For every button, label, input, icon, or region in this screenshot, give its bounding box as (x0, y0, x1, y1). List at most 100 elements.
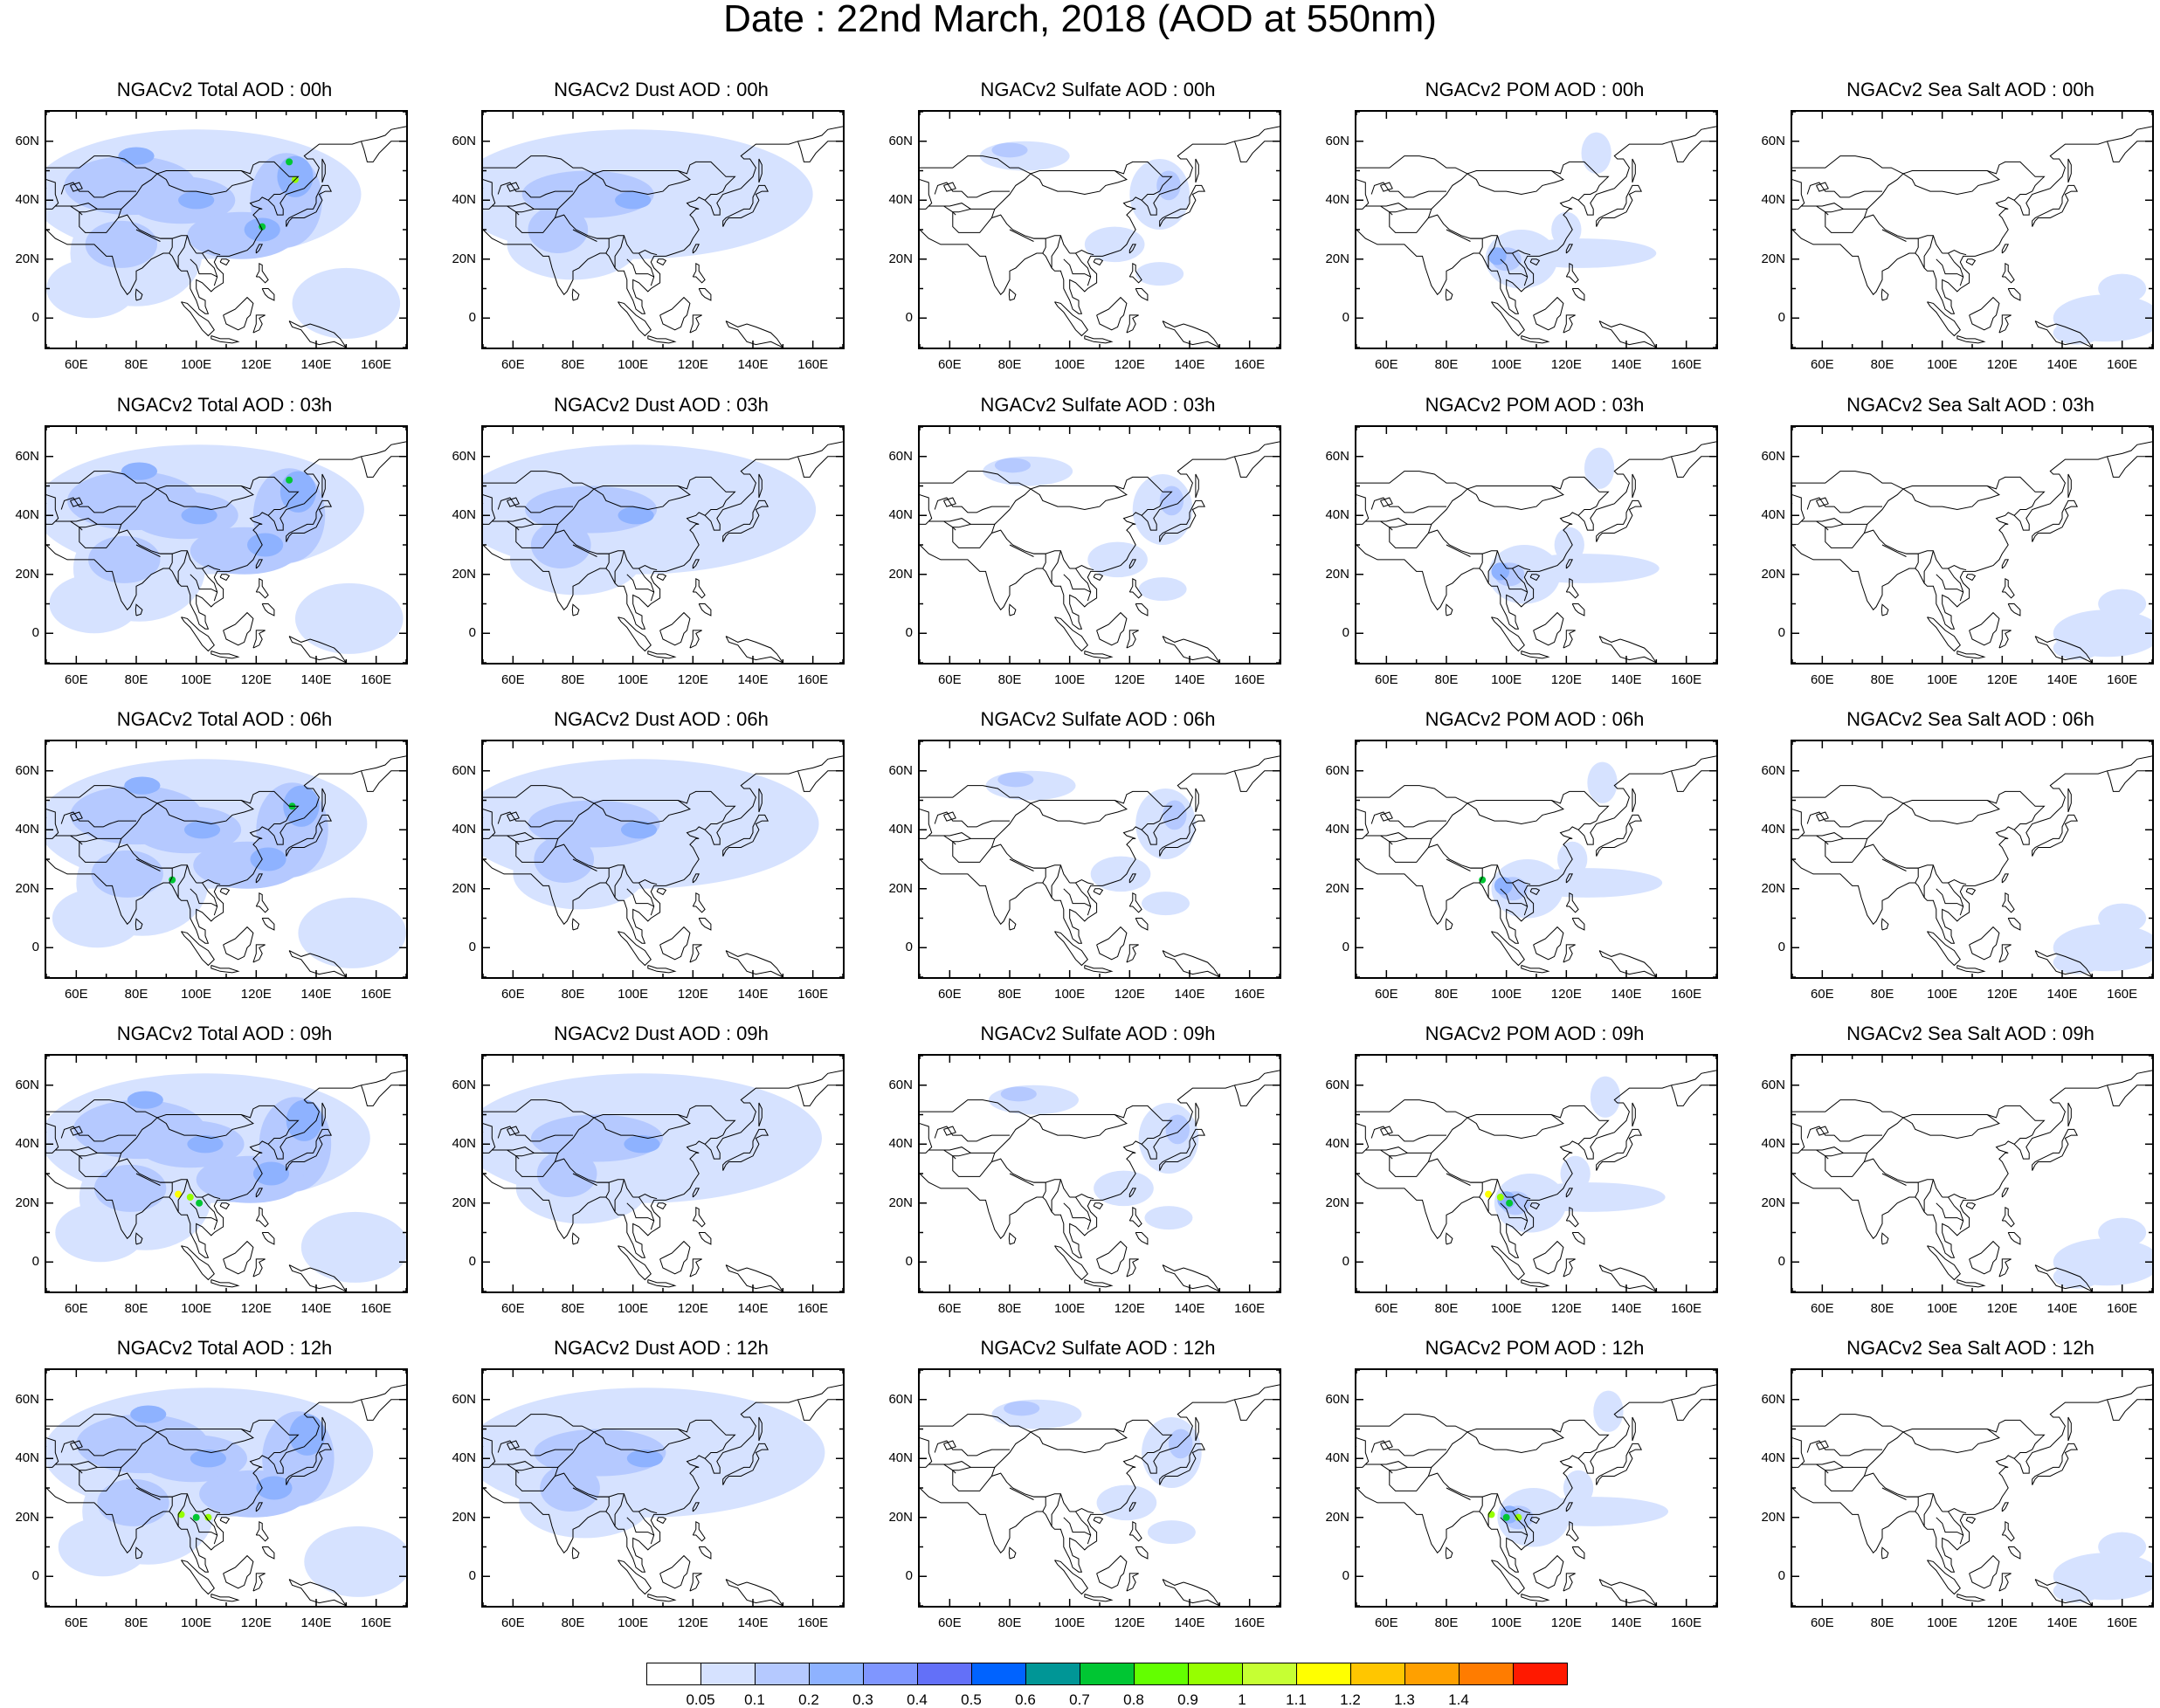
lat-label: 20N (888, 880, 913, 896)
coastline (597, 1181, 610, 1198)
coastline (61, 832, 98, 839)
lat-label: 40N (1325, 1450, 1349, 1466)
lat-label: 20N (1325, 1509, 1349, 1525)
map-svg (46, 441, 406, 663)
lat-label: 20N (1761, 880, 1785, 896)
coastline (1356, 471, 1468, 490)
map-plot-area (918, 740, 1281, 979)
lat-label: 60N (888, 762, 913, 778)
coastline (557, 790, 736, 839)
lon-label: 80E (997, 987, 1022, 1002)
colorbar-label: 0.1 (744, 1691, 765, 1708)
lon-label: 80E (1870, 357, 1894, 372)
lat-label: 0 (1777, 625, 1785, 641)
lon-label: 140E (1174, 672, 1205, 687)
coastline (121, 476, 300, 525)
coastline (572, 229, 597, 242)
coastline (1965, 1517, 1977, 1525)
lat-label: 20N (1325, 880, 1349, 896)
map-svg (1792, 126, 2152, 348)
coastline (692, 559, 700, 569)
coastline (692, 244, 700, 254)
coastline (1075, 1511, 1092, 1536)
coastline (60, 811, 136, 828)
panel-title: NGACv2 Dust AOD : 12h (554, 1337, 769, 1359)
coastline (1571, 918, 1585, 931)
coastline (177, 864, 188, 898)
lon-label: 80E (997, 357, 1022, 372)
aod-plume (1593, 1390, 1624, 1432)
coastline (507, 497, 520, 507)
lon-label: 100E (1491, 987, 1522, 1002)
coastline (1596, 1128, 1643, 1171)
map-panel: NGACv2 Sulfate AOD : 03h 60N 40N 20N 0 60E 80E… (888, 396, 1281, 696)
coastline (1431, 790, 1610, 839)
colorbar-swatch (971, 1663, 1026, 1685)
lon-label: 160E (361, 1301, 392, 1316)
coastline (618, 1245, 652, 1281)
coastline (1563, 944, 1576, 963)
coastline (2067, 788, 2072, 813)
coastline (1030, 486, 1128, 511)
coastline (1942, 1508, 1967, 1514)
map-panel: NGACv2 POM AOD : 00h 60N 40N 20N 0 60E 80E 100E… (1325, 79, 1718, 381)
panel-title: NGACv2 Sea Salt AOD : 12h (1846, 1337, 2094, 1359)
axis-ticks (1356, 740, 1717, 978)
axis-ticks (482, 740, 844, 978)
lat-label: 0 (1342, 625, 1349, 641)
coastline (1533, 926, 1564, 961)
lat-label: 20N (888, 1509, 913, 1525)
lon-label: 140E (1174, 357, 1205, 372)
coastline (698, 603, 712, 616)
panel-title: NGACv2 POM AOD : 06h (1425, 708, 1645, 730)
coastline (1948, 1511, 1964, 1536)
coastline (656, 1202, 667, 1210)
coastline (1792, 441, 2152, 630)
coastline (1671, 1085, 1716, 1106)
coastline (2007, 1546, 2021, 1560)
coastline (935, 1147, 971, 1154)
lon-label: 60E (1374, 987, 1398, 1002)
coastline (2007, 603, 2021, 616)
coastline (1792, 1099, 1904, 1119)
coastline (121, 1419, 300, 1468)
coastline (1128, 244, 1137, 254)
coastline (1923, 864, 1934, 898)
aod-plume (1512, 868, 1663, 898)
aod-plume (1518, 1497, 1669, 1526)
coastline (593, 170, 691, 196)
coastline (190, 258, 218, 286)
coastline (1128, 1520, 1142, 1542)
map-svg (1356, 1384, 1716, 1606)
coastline (572, 544, 597, 557)
aod-hotspot (1485, 1190, 1493, 1198)
coastline (692, 262, 706, 284)
coastline (46, 155, 158, 175)
panel-title: NGACv2 POM AOD : 00h (1425, 79, 1645, 100)
coastline (135, 603, 143, 616)
lon-label: 100E (1054, 1301, 1086, 1316)
panel-title: NGACv2 Dust AOD : 03h (554, 394, 769, 416)
coastline (1162, 636, 1220, 663)
coastline (2007, 288, 2021, 301)
lon-label: 100E (1927, 672, 1958, 687)
axis-ticks (1791, 426, 2153, 664)
coastline (1965, 258, 1977, 266)
lat-label: 40N (1325, 507, 1349, 523)
coastline (1565, 1206, 1579, 1228)
coastline (321, 473, 326, 499)
coastline (1816, 1126, 1829, 1136)
axis-ticks (919, 1055, 1280, 1292)
coastline (1565, 1502, 1574, 1512)
coastline (261, 1546, 275, 1560)
lon-label: 60E (500, 672, 525, 687)
lon-label: 60E (64, 1301, 88, 1316)
aod-plume (127, 1091, 163, 1109)
coastline (1491, 301, 1525, 337)
aod-plume (2098, 1532, 2147, 1562)
lon-label: 120E (1114, 1615, 1145, 1630)
coastline (1500, 1517, 1529, 1545)
aod-plume (289, 1414, 326, 1456)
coastline (1380, 182, 1393, 192)
coastline (1792, 126, 2152, 314)
